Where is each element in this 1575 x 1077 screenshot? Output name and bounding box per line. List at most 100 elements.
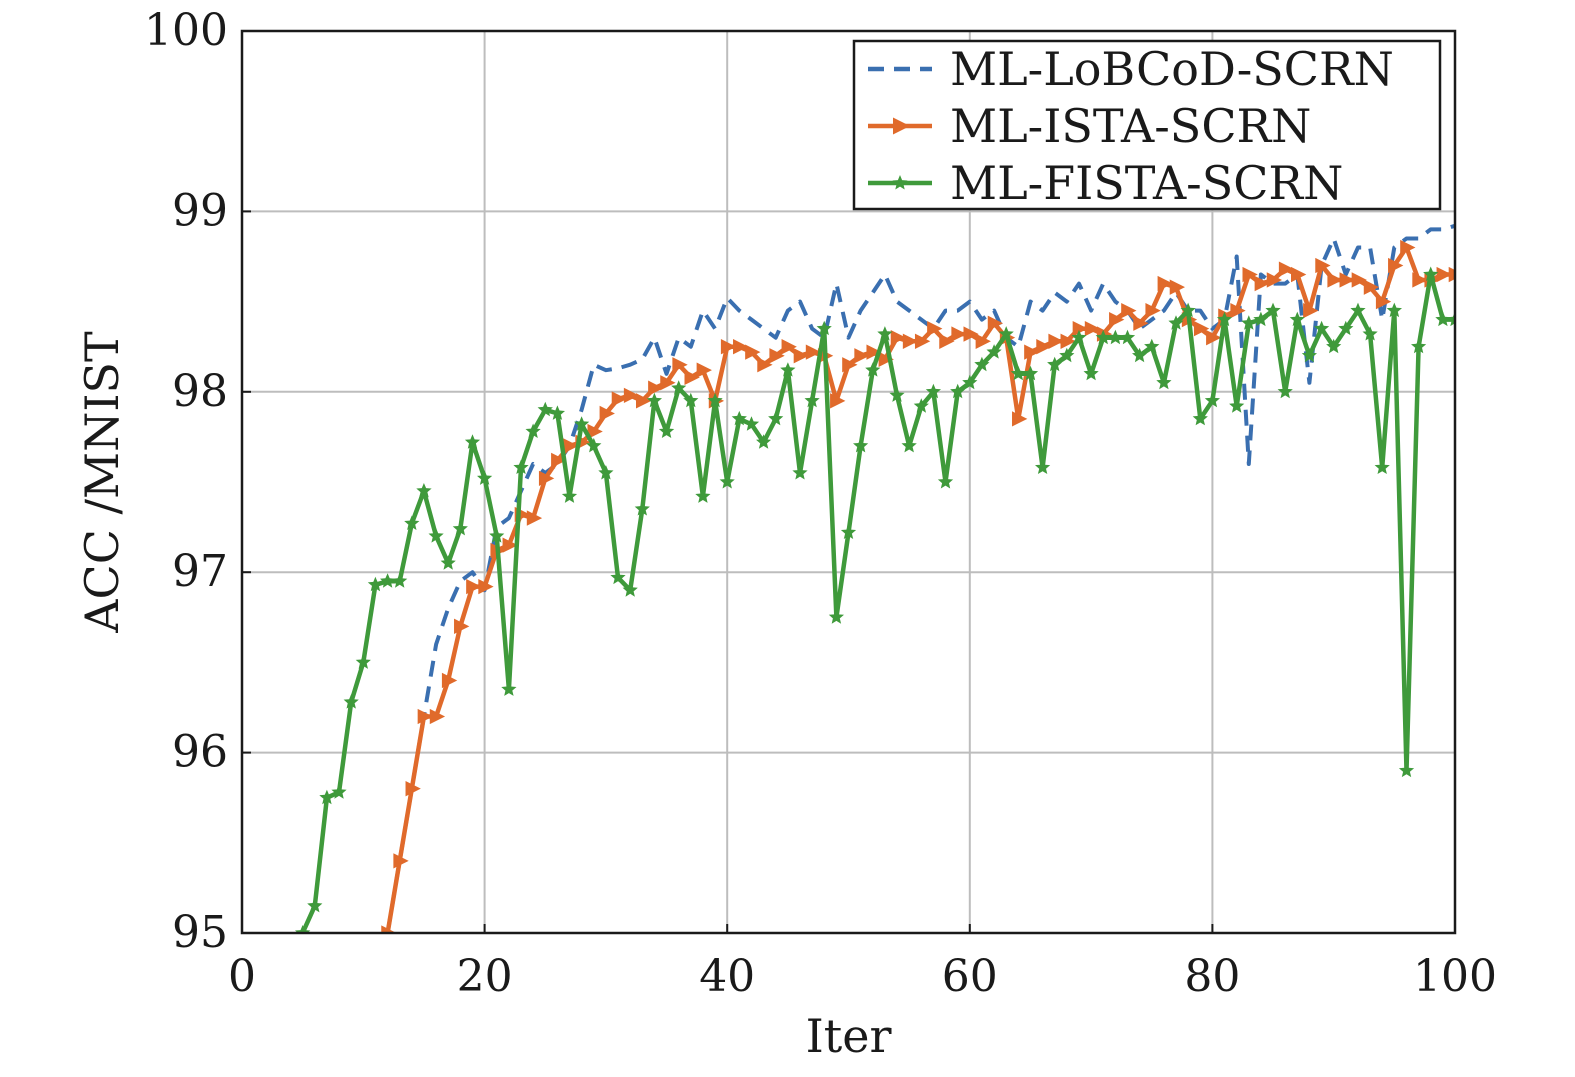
data-point (1254, 275, 1270, 292)
data-point (393, 853, 409, 869)
legend-label: ML-LoBCoD-SCRN (950, 42, 1394, 96)
data-point (804, 392, 820, 408)
data-point (877, 326, 893, 341)
data-point (295, 925, 311, 933)
data-point (1083, 365, 1099, 381)
x-tick-label: 80 (1184, 951, 1240, 1002)
y-axis-title: ACC /MNIST (75, 331, 129, 634)
data-point (745, 344, 761, 360)
data-point (1448, 266, 1455, 283)
data-point (1022, 365, 1039, 381)
data-point (683, 392, 699, 408)
data-point (319, 789, 335, 805)
data-point (587, 423, 603, 440)
data-point (937, 474, 954, 489)
data-point (816, 320, 832, 336)
data-point (731, 410, 747, 426)
data-point (1095, 329, 1111, 345)
data-point (1374, 459, 1390, 474)
data-point (1400, 239, 1416, 256)
data-point (769, 348, 785, 364)
legend-marker (893, 117, 910, 135)
legend-item: ML-FISTA-SCRN (868, 156, 1343, 210)
data-point (998, 326, 1014, 341)
data-point (927, 321, 943, 337)
data-point (913, 398, 929, 413)
data-point (416, 483, 432, 498)
data-point (1048, 333, 1064, 349)
data-point (1253, 311, 1269, 327)
data-point (355, 654, 371, 669)
data-point (1338, 320, 1354, 336)
data-point (1327, 272, 1343, 288)
data-point (1229, 398, 1245, 413)
data-point (634, 501, 650, 516)
data-point (1168, 315, 1184, 330)
data-point (1398, 762, 1415, 778)
data-point (853, 437, 869, 453)
data-point (440, 555, 456, 570)
series-ml-fista-scrn (295, 266, 1455, 933)
x-tick-label: 40 (699, 951, 755, 1002)
data-point (1423, 266, 1439, 281)
data-point (1084, 321, 1101, 337)
legend-box (852, 39, 1442, 211)
data-point (1435, 311, 1451, 327)
data-point (429, 708, 446, 725)
data-point (1291, 266, 1307, 283)
data-point (1193, 321, 1210, 337)
data-point (1204, 392, 1220, 408)
data-point (1447, 311, 1455, 327)
data-point (660, 375, 676, 391)
data-point (939, 333, 955, 349)
data-point (1388, 257, 1404, 274)
data-point (684, 369, 700, 386)
data-point (1350, 302, 1366, 318)
data-point (380, 573, 396, 588)
data-point (914, 333, 931, 349)
data-point (1060, 333, 1076, 349)
data-point (1411, 338, 1427, 354)
data-point (646, 392, 662, 408)
data-point (404, 515, 420, 530)
data-point (1386, 302, 1402, 318)
data-point (417, 708, 433, 725)
x-tick-label: 100 (1413, 951, 1497, 1002)
data-point (1412, 272, 1428, 288)
data-point (781, 339, 797, 355)
data-point (343, 694, 359, 709)
data-point (381, 925, 397, 933)
data-point (525, 423, 541, 438)
data-point (1119, 329, 1136, 345)
data-point (719, 474, 735, 489)
y-tick-label: 99 (172, 185, 228, 236)
data-point (1010, 365, 1026, 381)
data-point (768, 410, 784, 426)
data-point (1047, 356, 1063, 372)
data-point (537, 401, 553, 417)
data-point (501, 681, 517, 696)
data-point (1121, 302, 1137, 319)
data-point (1024, 344, 1040, 360)
data-point (658, 423, 675, 438)
legend-item: ML-ISTA-SCRN (868, 99, 1311, 153)
data-point (599, 405, 615, 422)
data-point (513, 459, 529, 474)
data-point (464, 434, 481, 449)
data-point (889, 387, 905, 402)
data-point (648, 380, 664, 396)
data-point (756, 434, 772, 449)
legend-label: ML-ISTA-SCRN (950, 99, 1311, 153)
data-point (1326, 338, 1342, 354)
data-point (792, 465, 808, 480)
data-point (1289, 311, 1305, 327)
series-line (300, 272, 1455, 933)
plot-series (295, 223, 1455, 933)
y-tick-label: 98 (172, 366, 228, 417)
data-point (1339, 272, 1355, 288)
data-point (538, 470, 555, 487)
data-point (441, 672, 458, 689)
data-point (840, 524, 857, 539)
data-point (1036, 339, 1052, 355)
data-point (842, 357, 858, 373)
